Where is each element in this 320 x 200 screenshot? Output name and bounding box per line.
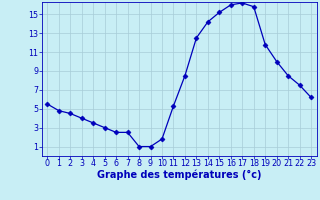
X-axis label: Graphe des températures (°c): Graphe des températures (°c): [97, 170, 261, 180]
